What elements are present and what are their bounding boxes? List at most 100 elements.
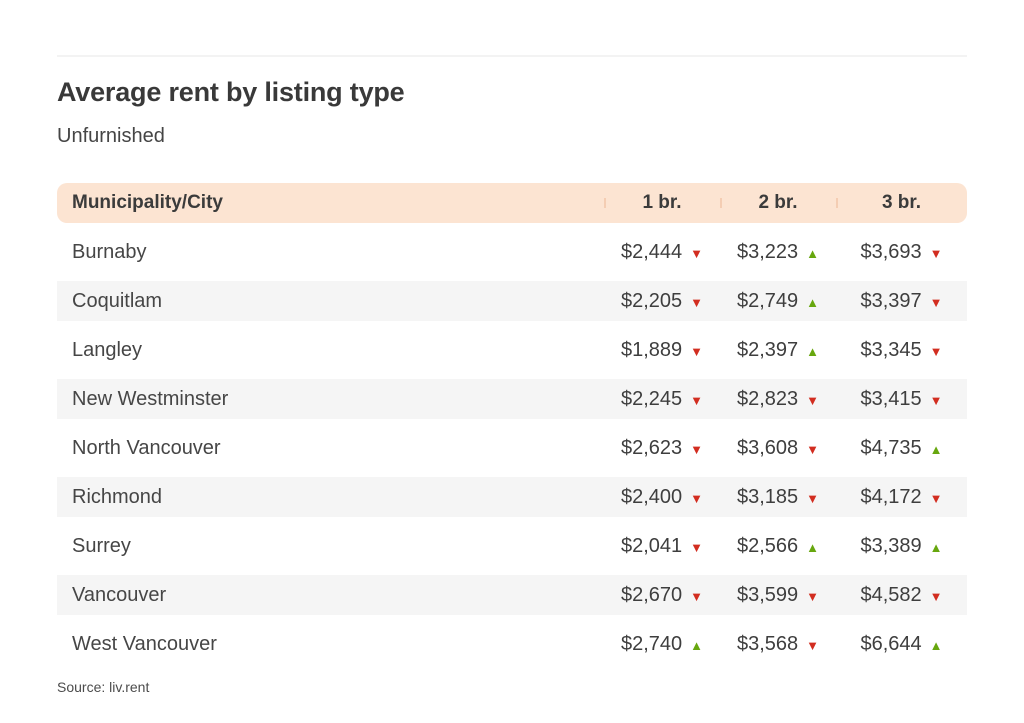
rent-amount: $2,400 [620,485,683,508]
rent-amount: $2,623 [620,436,683,459]
table-row: North Vancouver $2,623 ▼ $3,608 ▼ $4,735 ▲ [57,428,967,468]
rent-amount: $3,185 [736,485,799,508]
rent-value-cell: $4,582 ▼ [836,584,967,607]
trend-down-icon: ▼ [929,343,943,359]
trend-up-icon: ▲ [929,539,943,555]
table-row: Coquitlam $2,205 ▼ $2,749 ▲ $3,397 ▼ [57,281,967,321]
trend-down-icon: ▼ [929,245,943,261]
rent-amount: $2,740 [620,632,683,655]
trend-down-icon: ▼ [690,588,704,604]
rent-value-cell: $2,623 ▼ [604,437,720,460]
trend-up-icon: ▲ [929,637,943,653]
trend-up-icon: ▲ [806,245,820,261]
rent-amount: $3,693 [860,240,922,263]
rent-value-cell: $2,740 ▲ [604,633,720,656]
rent-value-cell: $3,415 ▼ [836,388,967,411]
table-row: Vancouver $2,670 ▼ $3,599 ▼ $4,582 ▼ [57,575,967,615]
table-row: Surrey $2,041 ▼ $2,566 ▲ $3,389 ▲ [57,526,967,566]
rent-value-cell: $3,223 ▲ [720,241,836,264]
rent-amount: $2,670 [620,583,683,606]
rent-amount: $4,172 [860,485,922,508]
trend-down-icon: ▼ [806,637,820,653]
rent-value-cell: $2,205 ▼ [604,290,720,313]
trend-down-icon: ▼ [690,343,704,359]
rent-value-cell: $2,670 ▼ [604,584,720,607]
rent-amount: $4,582 [860,583,922,606]
rent-value-cell: $2,400 ▼ [604,486,720,509]
trend-up-icon: ▲ [929,441,943,457]
municipality-cell: Burnaby [72,240,147,263]
source-attribution: Source: liv.rent [57,679,150,695]
rent-value-cell: $6,644 ▲ [836,633,967,656]
rent-amount: $3,599 [736,583,799,606]
trend-down-icon: ▼ [806,441,820,457]
rent-value-cell: $4,735 ▲ [836,437,967,460]
rent-amount: $2,245 [620,387,683,410]
trend-down-icon: ▼ [690,392,704,408]
rent-value-cell: $3,389 ▲ [836,535,967,558]
rent-amount: $3,397 [860,289,922,312]
rent-amount: $2,397 [736,338,799,361]
rent-value-cell: $3,397 ▼ [836,290,967,313]
rent-value-cell: $2,245 ▼ [604,388,720,411]
table-row: Richmond $2,400 ▼ $3,185 ▼ $4,172 ▼ [57,477,967,517]
trend-down-icon: ▼ [806,588,820,604]
column-header-3br: 3 br. [836,192,967,214]
rent-amount: $4,735 [860,436,922,459]
table-row: Langley $1,889 ▼ $2,397 ▲ $3,345 ▼ [57,330,967,370]
rent-value-cell: $2,749 ▲ [720,290,836,313]
rent-value-cell: $2,823 ▼ [720,388,836,411]
page-title: Average rent by listing type [57,77,405,107]
table-row: West Vancouver $2,740 ▲ $3,568 ▼ $6,644 ▲ [57,624,967,664]
trend-down-icon: ▼ [929,392,943,408]
page-subtitle: Unfurnished [57,125,165,147]
table-header-row: Municipality/City 1 br. 2 br. 3 br. [57,183,967,223]
trend-down-icon: ▼ [929,490,943,506]
rent-value-cell: $3,185 ▼ [720,486,836,509]
rent-amount: $1,889 [620,338,683,361]
table-row: Burnaby $2,444 ▼ $3,223 ▲ $3,693 ▼ [57,232,967,272]
rent-value-cell: $4,172 ▼ [836,486,967,509]
rent-value-cell: $3,568 ▼ [720,633,836,656]
trend-down-icon: ▼ [690,245,704,261]
rent-value-cell: $2,566 ▲ [720,535,836,558]
column-header-2br: 2 br. [720,192,836,214]
municipality-cell: North Vancouver [72,436,221,459]
trend-down-icon: ▼ [806,490,820,506]
rent-amount: $6,644 [860,632,922,655]
rent-amount: $3,345 [860,338,922,361]
rent-amount: $3,568 [736,632,799,655]
trend-down-icon: ▼ [929,588,943,604]
rent-value-cell: $1,889 ▼ [604,339,720,362]
municipality-cell: Vancouver [72,583,167,606]
table-row: New Westminster $2,245 ▼ $2,823 ▼ $3,415 ▼ [57,379,967,419]
rent-amount: $2,566 [736,534,799,557]
municipality-cell: New Westminster [72,387,229,410]
rent-amount: $3,389 [860,534,922,557]
rent-value-cell: $2,444 ▼ [604,241,720,264]
rent-amount: $2,041 [620,534,683,557]
trend-up-icon: ▲ [690,637,704,653]
trend-down-icon: ▼ [690,441,704,457]
municipality-cell: West Vancouver [72,632,217,655]
trend-up-icon: ▲ [806,343,820,359]
trend-up-icon: ▲ [806,539,820,555]
rent-table: Municipality/City 1 br. 2 br. 3 br. Burn… [57,183,967,664]
municipality-cell: Richmond [72,485,163,508]
rent-amount: $2,444 [620,240,683,263]
rent-amount: $2,205 [620,289,683,312]
rent-amount: $2,823 [736,387,799,410]
rent-value-cell: $2,397 ▲ [720,339,836,362]
municipality-cell: Surrey [72,534,131,557]
municipality-cell: Coquitlam [72,289,163,312]
rent-value-cell: $2,041 ▼ [604,535,720,558]
rent-value-cell: $3,608 ▼ [720,437,836,460]
rent-amount: $3,608 [736,436,799,459]
table-body: Burnaby $2,444 ▼ $3,223 ▲ $3,693 ▼ Coquitlam $2,… [57,232,967,664]
rent-value-cell: $3,693 ▼ [836,241,967,264]
rent-value-cell: $3,599 ▼ [720,584,836,607]
municipality-cell: Langley [72,338,143,361]
trend-down-icon: ▼ [690,490,704,506]
top-divider [57,55,967,57]
